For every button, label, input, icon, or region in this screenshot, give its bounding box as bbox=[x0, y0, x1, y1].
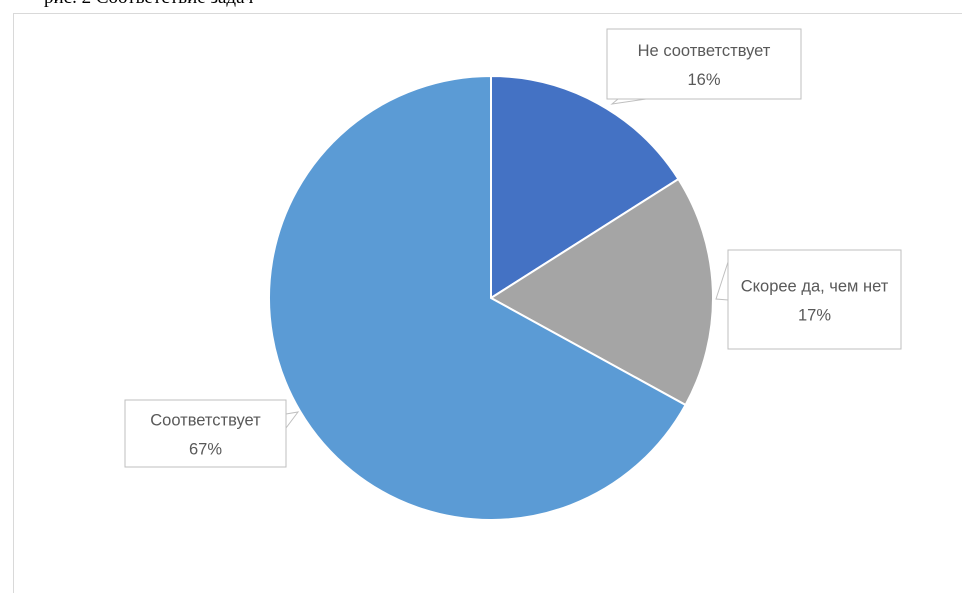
data-label-pointer bbox=[285, 411, 300, 430]
data-label-name: Соответствует bbox=[150, 411, 261, 429]
data-label-box bbox=[727, 249, 902, 350]
data-label-callout: Не соответствует 16% bbox=[606, 28, 802, 105]
pie-slices bbox=[268, 74, 714, 521]
data-label-value: 17% bbox=[798, 306, 831, 324]
data-label-value: 67% bbox=[189, 440, 222, 458]
data-label-pointer bbox=[715, 261, 729, 301]
data-label-callout: Соответствует 67% bbox=[124, 399, 300, 468]
data-label-box bbox=[606, 28, 802, 100]
document-caption: рис. 2 Соответствие задач bbox=[44, 0, 253, 9]
document-top-text: рис. 2 Соответствие задач bbox=[0, 0, 962, 14]
data-label-name: Скорее да, чем нет bbox=[741, 277, 889, 295]
data-label-value: 16% bbox=[687, 71, 720, 89]
pie-slice bbox=[268, 74, 687, 521]
data-label-callout: Скорее да, чем нет 17% bbox=[715, 249, 902, 350]
pie-slice bbox=[489, 177, 714, 407]
data-label-box bbox=[124, 399, 287, 468]
data-label-name: Не соответствует bbox=[638, 42, 771, 60]
data-label-pointer bbox=[610, 98, 647, 105]
pie-data-labels: Не соответствует 16% Скорее да, чем нет 17%… bbox=[124, 28, 902, 468]
chart-frame bbox=[13, 13, 962, 593]
pie-chart: Не соответствует 16% Скорее да, чем нет 17%… bbox=[124, 28, 902, 521]
pie-slice bbox=[490, 74, 680, 300]
